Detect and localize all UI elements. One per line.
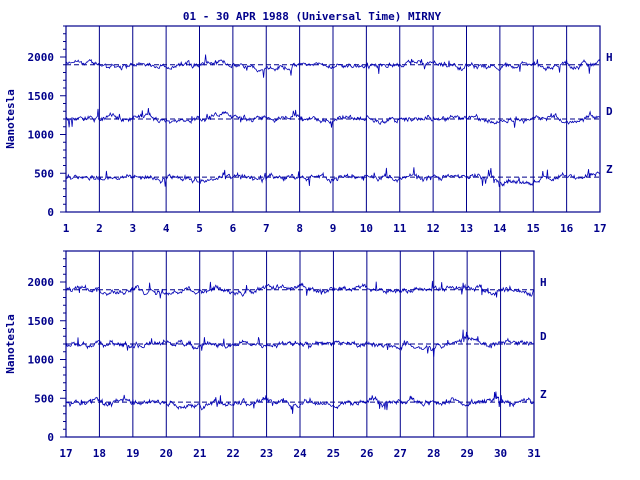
x-tick-label: 11 [393, 222, 407, 235]
series-label-d: D [606, 105, 613, 118]
lower-panel: 17 18 19 20 21 22 23 24 25 26 27 28 29 30 31 0 500 1000 15… [4, 250, 547, 460]
x-tick-label: 22 [227, 447, 240, 460]
x-tick-label: 4 [163, 222, 170, 235]
series-trace-z [65, 391, 535, 414]
y-tick-label: 2000 [28, 51, 55, 64]
series-trace-d [65, 107, 601, 128]
x-tick-label: 29 [461, 447, 474, 460]
y-tick-label: 1000 [28, 354, 55, 367]
x-tick-label: 8 [296, 222, 303, 235]
x-tick-label: 9 [330, 222, 337, 235]
series-label-h: H [606, 51, 613, 64]
series-label-h: H [540, 276, 547, 289]
x-tick-label: 26 [360, 447, 374, 460]
x-tick-label: 20 [160, 447, 173, 460]
x-tick-label: 23 [260, 447, 273, 460]
x-tick-label: 31 [527, 447, 541, 460]
upper-panel: 1 2 3 4 5 6 7 8 9 10 11 12 13 14 15 16 17050010001500200… [4, 25, 613, 235]
y-tick-label: 1000 [28, 129, 55, 142]
series-trace-h [65, 54, 601, 78]
series-label-z: Z [540, 388, 547, 401]
y-tick-label: 2000 [28, 276, 55, 289]
x-tick-label: 21 [193, 447, 207, 460]
y-tick-label: 1500 [28, 90, 55, 103]
x-tick-label: 7 [263, 222, 270, 235]
x-tick-label: 28 [427, 447, 440, 460]
y-tick-label: 0 [47, 206, 54, 219]
x-tick-label: 2 [96, 222, 103, 235]
chart-title: 01 - 30 APR 1988 (Universal Time) MIRNY [183, 10, 442, 23]
x-tick-label: 1 [63, 222, 70, 235]
x-tick-label: 18 [93, 447, 106, 460]
x-tick-label: 6 [230, 222, 237, 235]
series-trace-h [65, 280, 535, 299]
x-tick-label: 24 [293, 447, 307, 460]
x-tick-label: 17 [593, 222, 606, 235]
x-tick-label: 15 [527, 222, 540, 235]
x-tick-label: 27 [394, 447, 407, 460]
y-axis-label: Nanotesla [4, 89, 17, 149]
x-tick-label: 30 [494, 447, 507, 460]
x-tick-label: 16 [560, 222, 574, 235]
x-tick-label: 25 [327, 447, 340, 460]
x-tick-label: 17 [59, 447, 72, 460]
x-tick-label: 14 [493, 222, 507, 235]
series-label-z: Z [606, 163, 613, 176]
series-trace-z [65, 167, 601, 188]
y-axis-label: Nanotesla [4, 314, 17, 374]
x-tick-label: 3 [129, 222, 136, 235]
x-tick-label: 12 [427, 222, 440, 235]
x-tick-label: 10 [360, 222, 373, 235]
y-tick-label: 1500 [28, 315, 55, 328]
y-tick-label: 500 [34, 392, 54, 405]
series-trace-d [65, 329, 535, 357]
series-label-d: D [540, 330, 547, 343]
y-tick-label: 0 [47, 431, 54, 444]
x-tick-label: 5 [196, 222, 203, 235]
x-tick-label: 13 [460, 222, 473, 235]
x-tick-label: 19 [126, 447, 139, 460]
y-tick-label: 500 [34, 167, 54, 180]
